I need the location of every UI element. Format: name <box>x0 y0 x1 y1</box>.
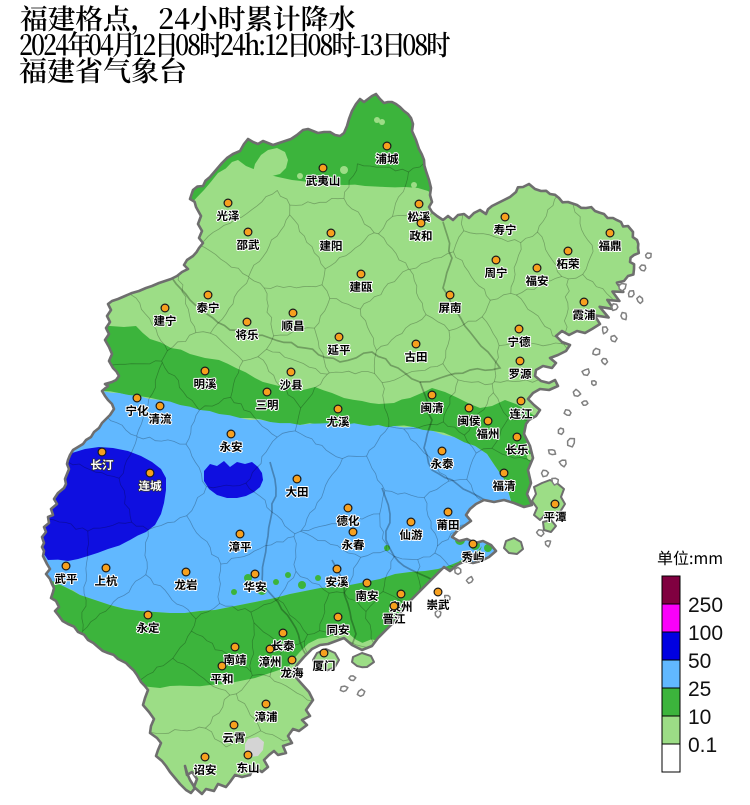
svg-text:100: 100 <box>688 622 723 645</box>
svg-text:0.1: 0.1 <box>688 734 717 757</box>
svg-text:10: 10 <box>688 706 711 729</box>
svg-text:50: 50 <box>688 650 711 673</box>
svg-text:25: 25 <box>688 678 711 701</box>
svg-text:250: 250 <box>688 594 723 617</box>
